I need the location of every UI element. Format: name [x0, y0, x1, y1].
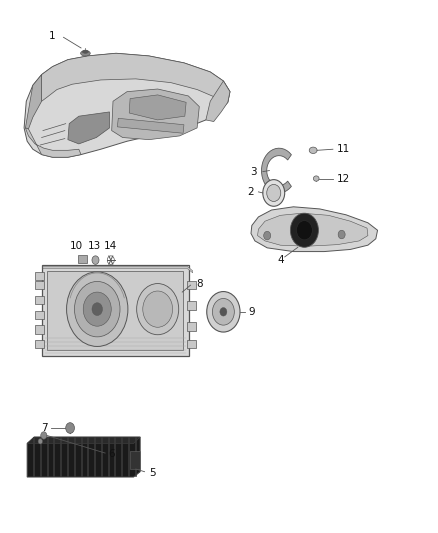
Text: 11: 11	[336, 144, 350, 154]
Polygon shape	[68, 112, 110, 144]
Polygon shape	[27, 437, 140, 443]
Circle shape	[143, 291, 173, 327]
Polygon shape	[206, 81, 230, 122]
Circle shape	[207, 292, 240, 332]
Polygon shape	[258, 213, 368, 246]
Text: 2: 2	[247, 187, 254, 197]
Polygon shape	[261, 148, 291, 193]
FancyBboxPatch shape	[35, 281, 44, 289]
Polygon shape	[42, 53, 230, 102]
FancyBboxPatch shape	[35, 311, 44, 319]
Ellipse shape	[314, 176, 319, 181]
Circle shape	[66, 423, 74, 433]
Text: 12: 12	[336, 174, 350, 183]
Polygon shape	[25, 128, 81, 157]
Circle shape	[212, 298, 234, 325]
Circle shape	[338, 230, 345, 239]
Text: 14: 14	[104, 240, 117, 251]
Circle shape	[67, 272, 128, 346]
FancyBboxPatch shape	[187, 322, 196, 331]
Circle shape	[290, 213, 318, 247]
FancyBboxPatch shape	[42, 265, 189, 356]
Polygon shape	[24, 53, 230, 157]
Circle shape	[263, 180, 285, 206]
Ellipse shape	[81, 51, 90, 56]
Circle shape	[92, 256, 99, 264]
Circle shape	[220, 308, 227, 316]
Text: 9: 9	[248, 307, 255, 317]
Text: 3: 3	[250, 167, 257, 176]
Polygon shape	[251, 207, 378, 252]
Circle shape	[83, 292, 111, 326]
Circle shape	[41, 432, 47, 439]
Circle shape	[74, 281, 120, 337]
Text: 8: 8	[196, 279, 203, 288]
FancyBboxPatch shape	[187, 281, 196, 289]
FancyBboxPatch shape	[35, 296, 44, 304]
FancyBboxPatch shape	[35, 325, 44, 334]
FancyBboxPatch shape	[187, 301, 196, 310]
Text: 13: 13	[88, 240, 101, 251]
Text: 4: 4	[277, 255, 284, 265]
FancyBboxPatch shape	[187, 340, 196, 348]
Polygon shape	[129, 95, 186, 120]
Circle shape	[92, 303, 102, 316]
FancyBboxPatch shape	[47, 271, 183, 350]
Circle shape	[137, 284, 179, 335]
Text: 7: 7	[41, 423, 47, 433]
Text: 1: 1	[48, 31, 55, 41]
Circle shape	[267, 184, 281, 201]
Circle shape	[38, 439, 42, 444]
FancyBboxPatch shape	[35, 272, 44, 280]
Ellipse shape	[309, 147, 317, 154]
Text: 6: 6	[109, 449, 115, 459]
FancyBboxPatch shape	[35, 340, 44, 348]
Ellipse shape	[82, 50, 88, 53]
Polygon shape	[43, 266, 193, 273]
Text: 10: 10	[70, 240, 83, 251]
Circle shape	[297, 221, 312, 240]
Circle shape	[264, 231, 271, 240]
Text: 5: 5	[149, 469, 155, 478]
FancyBboxPatch shape	[130, 451, 140, 469]
Polygon shape	[27, 437, 140, 477]
Polygon shape	[112, 89, 199, 140]
Polygon shape	[117, 118, 184, 133]
FancyBboxPatch shape	[78, 255, 87, 263]
Polygon shape	[25, 75, 42, 129]
